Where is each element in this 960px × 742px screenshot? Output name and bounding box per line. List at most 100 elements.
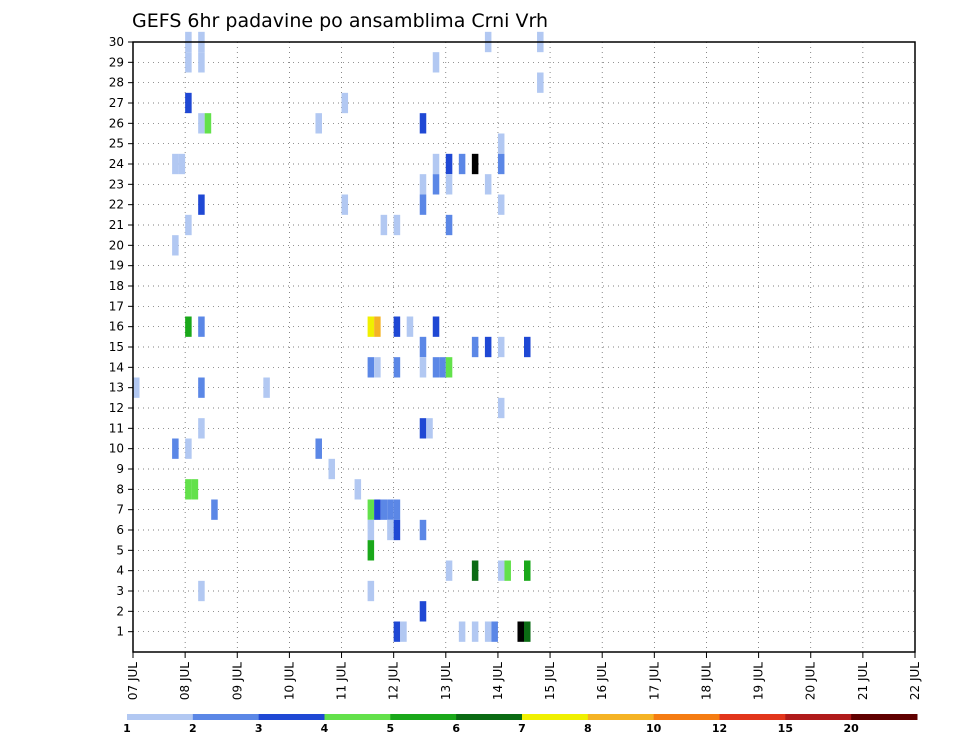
- precip-cell: [484, 174, 492, 195]
- precip-cell: [524, 621, 531, 642]
- colorbar-label: 10: [646, 722, 662, 735]
- x-tick-label: 12 JUL: [387, 662, 401, 700]
- y-tick-label: 23: [109, 177, 124, 191]
- precip-cell: [445, 174, 453, 195]
- y-tick-label: 29: [109, 55, 124, 69]
- precip-cell: [419, 174, 427, 195]
- precip-cell: [367, 519, 375, 541]
- colorbar-swatch: [653, 714, 720, 720]
- colorbar-label: 4: [321, 722, 329, 735]
- colorbar-label: 20: [844, 722, 860, 735]
- y-tick-label: 30: [109, 35, 124, 49]
- colorbar-label: 5: [387, 722, 395, 735]
- precip-cell: [497, 560, 505, 581]
- y-tick-label: 26: [109, 116, 124, 130]
- precip-cell: [374, 357, 381, 378]
- y-tick-label: 28: [109, 76, 124, 90]
- y-tick-label: 8: [116, 482, 124, 496]
- y-axis: 1234567891011121314151617181920212223242…: [109, 35, 133, 639]
- colorbar-swatch: [127, 714, 194, 720]
- precip-cell: [198, 580, 205, 602]
- y-tick-label: 16: [109, 320, 124, 334]
- colorbar-swatch: [785, 714, 852, 720]
- colorbar-swatch: [522, 714, 589, 720]
- y-tick-label: 24: [109, 157, 124, 171]
- y-tick-label: 12: [109, 401, 124, 415]
- precip-cell: [185, 52, 192, 73]
- precip-cell: [393, 214, 401, 236]
- precip-cell: [315, 113, 322, 134]
- y-tick-label: 3: [116, 584, 124, 598]
- colorbar-label: 6: [452, 722, 460, 735]
- x-tick-label: 21 JUL: [856, 662, 870, 700]
- colorbar-label: 15: [778, 722, 793, 735]
- precip-cell: [537, 72, 544, 93]
- precip-cell: [497, 397, 505, 419]
- colorbar-label: 2: [189, 722, 197, 735]
- colorbar-swatch: [192, 714, 260, 720]
- precip-cell: [393, 621, 401, 642]
- precip-cell: [426, 418, 433, 439]
- precip-cell: [328, 458, 336, 480]
- x-tick-label: 11 JUL: [335, 662, 349, 700]
- precip-cell: [374, 316, 381, 337]
- precip-cell: [432, 316, 440, 337]
- precip-cell: [471, 153, 479, 175]
- x-tick-label: 17 JUL: [647, 662, 661, 700]
- x-tick-label: 22 JUL: [908, 662, 922, 700]
- y-tick-label: 13: [109, 381, 124, 395]
- x-tick-label: 14 JUL: [491, 662, 505, 700]
- grid-lines: [133, 42, 915, 652]
- x-tick-label: 16 JUL: [595, 662, 609, 700]
- x-tick-label: 19 JUL: [752, 662, 766, 700]
- x-tick-label: 09 JUL: [230, 662, 244, 700]
- x-tick-label: 13 JUL: [439, 662, 453, 700]
- colorbar-swatch: [719, 714, 786, 720]
- precip-cell: [178, 153, 186, 175]
- precip-cell: [367, 316, 375, 337]
- y-tick-label: 19: [109, 259, 124, 273]
- colorbar-label: 8: [584, 722, 592, 735]
- precip-cell: [497, 336, 505, 358]
- y-tick-label: 6: [116, 523, 124, 537]
- y-tick-label: 4: [116, 564, 124, 578]
- colorbar-swatch: [851, 714, 918, 720]
- precip-cell: [484, 621, 492, 642]
- x-tick-label: 18 JUL: [699, 662, 713, 700]
- y-tick-label: 7: [116, 503, 124, 517]
- precip-cell: [133, 377, 140, 398]
- precip-cell: [458, 153, 466, 175]
- y-tick-label: 2: [116, 604, 124, 618]
- precip-cell: [471, 560, 479, 581]
- precip-cell: [263, 377, 270, 398]
- y-tick-label: 27: [109, 96, 124, 110]
- y-tick-label: 21: [109, 218, 124, 232]
- precip-cell: [458, 621, 466, 642]
- y-tick-label: 25: [109, 137, 124, 151]
- colorbar-label: 7: [518, 722, 526, 735]
- precip-cell: [393, 357, 401, 378]
- precip-cell: [524, 336, 531, 358]
- precip-cell: [406, 316, 414, 337]
- precip-cell: [419, 357, 427, 378]
- precip-cell: [439, 357, 446, 378]
- precip-cell: [191, 479, 199, 500]
- y-tick-label: 20: [109, 238, 124, 252]
- precip-cell: [419, 418, 427, 439]
- y-tick-label: 17: [109, 299, 124, 313]
- precip-cell: [367, 540, 375, 561]
- precip-cell: [471, 621, 479, 642]
- y-tick-label: 22: [109, 198, 124, 212]
- precip-cell: [517, 621, 524, 642]
- colorbar-legend: 1 2 3 4 5 6 7 8 10 12 15 20: [123, 714, 918, 735]
- precip-cell: [432, 357, 440, 378]
- colorbar-label: 3: [255, 722, 263, 735]
- colorbar-swatch: [456, 714, 523, 720]
- precip-cell: [315, 438, 322, 459]
- colorbar-label: 12: [712, 722, 727, 735]
- y-tick-label: 15: [109, 340, 124, 354]
- precip-cell: [367, 357, 375, 378]
- precip-cell: [497, 133, 505, 154]
- precip-cell: [185, 92, 192, 114]
